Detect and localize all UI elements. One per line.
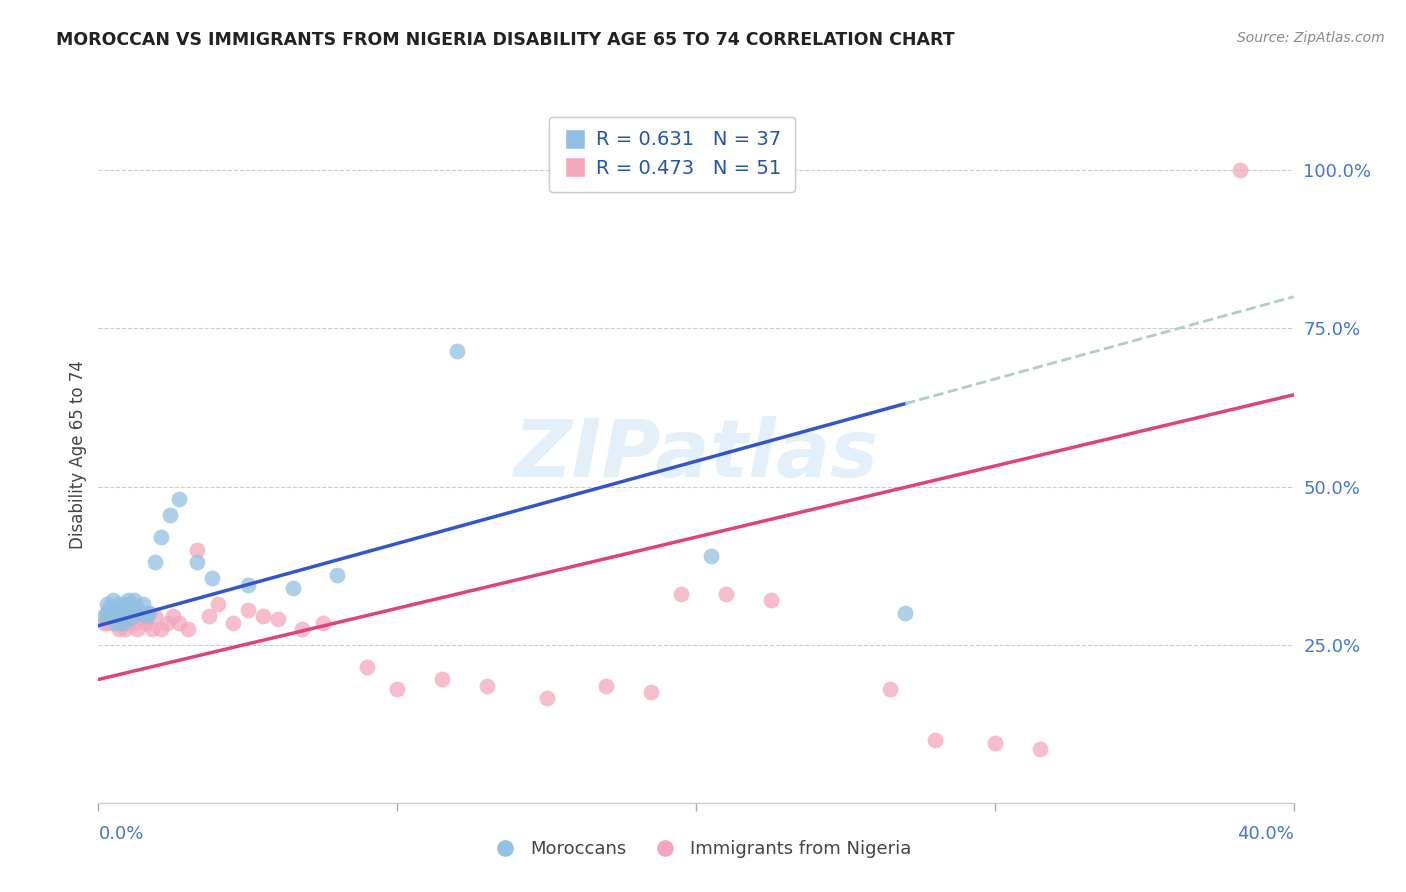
Point xyxy=(103,615,125,630)
Point xyxy=(167,615,190,630)
Point xyxy=(252,609,274,624)
Point xyxy=(177,622,200,636)
Point xyxy=(446,343,468,358)
Point xyxy=(536,691,558,706)
Text: MOROCCAN VS IMMIGRANTS FROM NIGERIA DISABILITY AGE 65 TO 74 CORRELATION CHART: MOROCCAN VS IMMIGRANTS FROM NIGERIA DISA… xyxy=(56,31,955,49)
Point xyxy=(127,599,149,614)
Point xyxy=(132,597,155,611)
Point xyxy=(311,615,333,630)
Point xyxy=(124,593,146,607)
Point xyxy=(267,612,290,626)
Point xyxy=(138,606,160,620)
Point xyxy=(236,577,259,591)
Point xyxy=(120,599,142,614)
Point xyxy=(93,609,115,624)
Point xyxy=(103,606,125,620)
Point xyxy=(143,609,166,624)
Point xyxy=(132,612,155,626)
Point xyxy=(207,597,229,611)
Point xyxy=(129,609,152,624)
Text: 40.0%: 40.0% xyxy=(1237,825,1294,843)
Point xyxy=(356,660,378,674)
Point xyxy=(595,679,617,693)
Point xyxy=(167,492,190,507)
Point xyxy=(120,609,142,624)
Point xyxy=(1028,742,1050,756)
Point xyxy=(117,615,139,630)
Point xyxy=(714,587,737,601)
Point xyxy=(135,615,157,630)
Text: 0.0%: 0.0% xyxy=(98,825,143,843)
Point xyxy=(117,593,139,607)
Point xyxy=(186,542,208,557)
Point xyxy=(150,530,173,544)
Point xyxy=(159,508,181,522)
Point xyxy=(186,556,208,570)
Point xyxy=(640,685,662,699)
Point xyxy=(984,736,1007,750)
Point xyxy=(669,587,692,601)
Point xyxy=(114,609,136,624)
Point xyxy=(430,673,453,687)
Point xyxy=(143,556,166,570)
Point xyxy=(114,597,136,611)
Point xyxy=(96,615,118,630)
Point xyxy=(162,609,184,624)
Legend: R = 0.631   N = 37, R = 0.473   N = 51: R = 0.631 N = 37, R = 0.473 N = 51 xyxy=(550,117,794,192)
Point xyxy=(759,593,782,607)
Point xyxy=(291,622,314,636)
Point xyxy=(326,568,349,582)
Point xyxy=(96,606,118,620)
Point xyxy=(1229,163,1251,178)
Point xyxy=(108,609,131,624)
Text: Source: ZipAtlas.com: Source: ZipAtlas.com xyxy=(1237,31,1385,45)
Point xyxy=(117,612,139,626)
Point xyxy=(879,681,901,696)
Point xyxy=(894,606,917,620)
Point xyxy=(700,549,723,563)
Y-axis label: Disability Age 65 to 74: Disability Age 65 to 74 xyxy=(69,360,87,549)
Point xyxy=(150,622,173,636)
Point xyxy=(222,615,245,630)
Point xyxy=(108,622,131,636)
Point xyxy=(201,571,224,585)
Point xyxy=(105,606,128,620)
Point xyxy=(93,615,115,630)
Text: ZIPatlas: ZIPatlas xyxy=(513,416,879,494)
Point xyxy=(138,606,160,620)
Legend: Moroccans, Immigrants from Nigeria: Moroccans, Immigrants from Nigeria xyxy=(488,833,918,865)
Point xyxy=(924,732,946,747)
Point xyxy=(96,606,118,620)
Point xyxy=(129,606,152,620)
Point xyxy=(135,609,157,624)
Point xyxy=(105,615,128,630)
Point xyxy=(111,615,134,630)
Point xyxy=(114,622,136,636)
Point xyxy=(124,609,146,624)
Point xyxy=(100,609,122,624)
Point xyxy=(108,597,131,611)
Point xyxy=(198,609,221,624)
Point xyxy=(100,609,122,624)
Point xyxy=(111,615,134,630)
Point xyxy=(100,599,122,614)
Point xyxy=(114,609,136,624)
Point xyxy=(475,679,498,693)
Point xyxy=(108,609,131,624)
Point xyxy=(111,606,134,620)
Point xyxy=(385,681,409,696)
Point xyxy=(281,581,304,595)
Point xyxy=(141,622,163,636)
Point xyxy=(127,622,149,636)
Point xyxy=(103,593,125,607)
Point xyxy=(105,615,128,630)
Point xyxy=(103,606,125,620)
Point xyxy=(236,603,259,617)
Point xyxy=(96,597,118,611)
Point xyxy=(124,615,146,630)
Point xyxy=(156,615,179,630)
